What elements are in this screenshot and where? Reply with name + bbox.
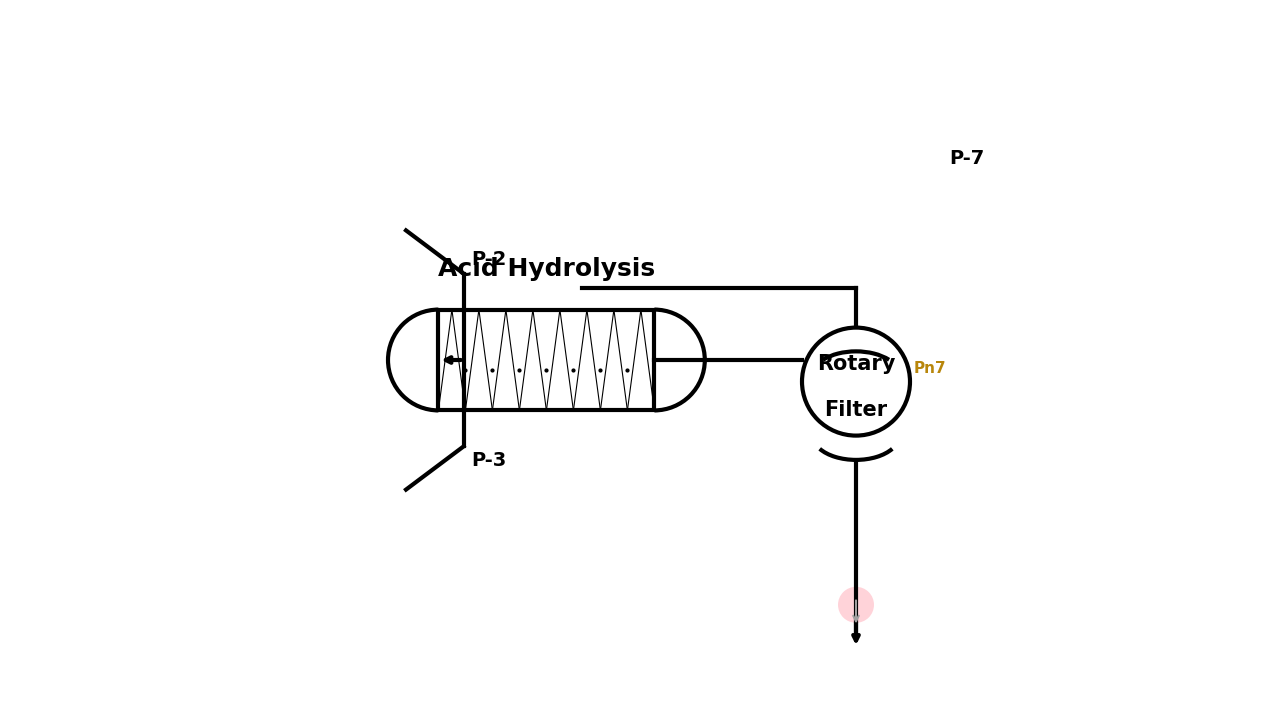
Circle shape	[803, 328, 910, 436]
Text: P-7: P-7	[950, 149, 984, 168]
Text: Rotary: Rotary	[817, 354, 895, 374]
Text: P-2: P-2	[471, 250, 506, 269]
Text: P-3: P-3	[471, 451, 506, 470]
Text: Pn7: Pn7	[914, 361, 946, 376]
Text: Acid Hydrolysis: Acid Hydrolysis	[438, 257, 655, 281]
Text: Filter: Filter	[824, 400, 887, 420]
Bar	[439, 310, 654, 410]
Circle shape	[838, 587, 874, 623]
